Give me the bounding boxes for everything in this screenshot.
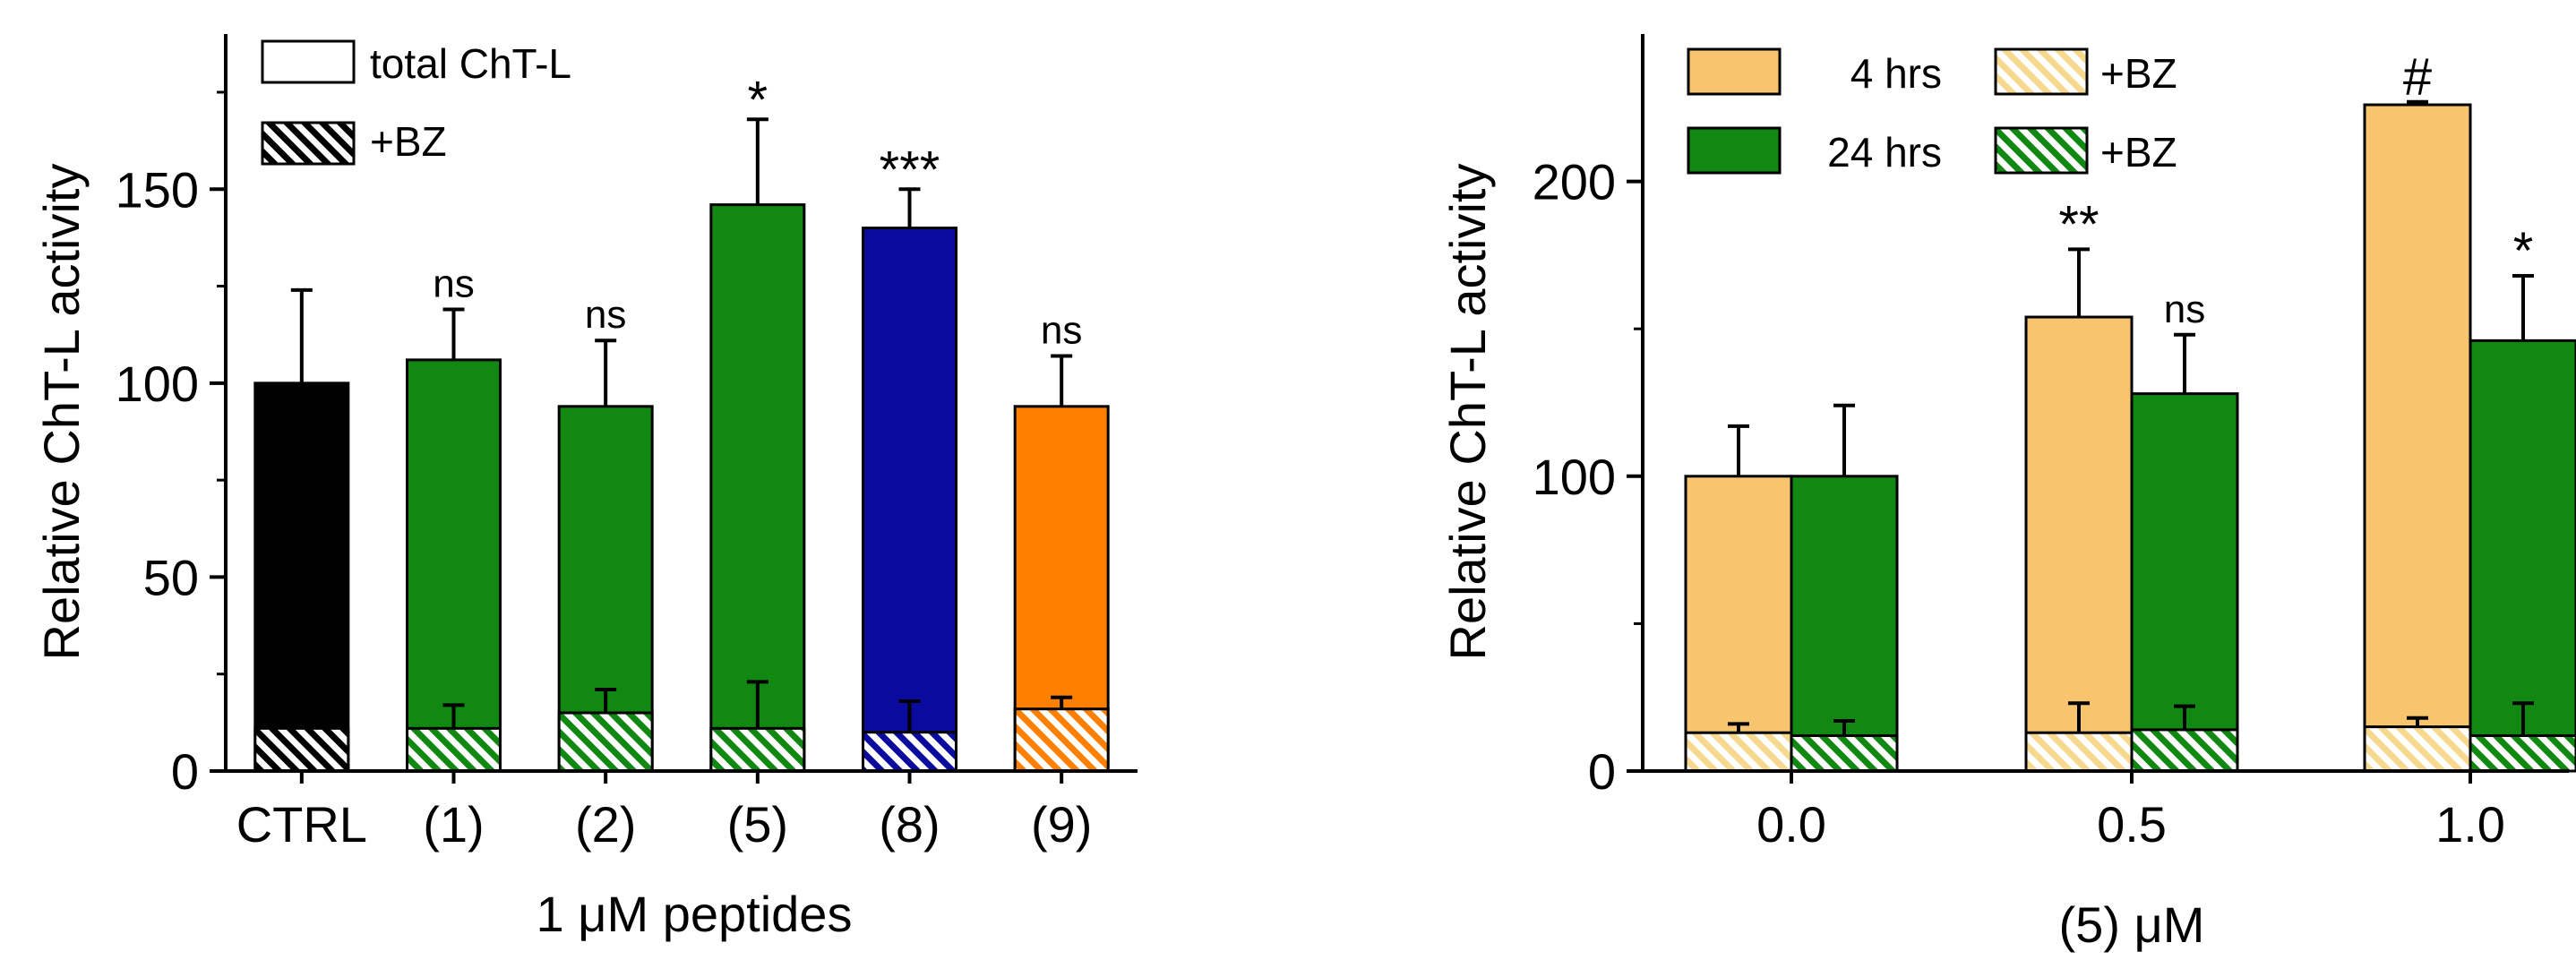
bar-bz	[862, 731, 957, 773]
significance-label: **	[2058, 195, 2099, 253]
legend-label-24hrs: 24 hrs	[1827, 129, 1942, 176]
chart-right-legend: 4 hrs +BZ 24 hrs +BZ	[1687, 47, 2177, 176]
y-tick-label: 100	[1533, 449, 1616, 505]
x-tick-label: (1)	[423, 796, 484, 853]
bar-bz	[2363, 725, 2472, 773]
x-tick-label: CTRL	[236, 796, 367, 853]
chart-left-labels: CTRL (1) ns (2) ns (5) * (8) *** (9) ns 0 50 100 150	[116, 71, 1093, 853]
bar-total	[709, 203, 806, 773]
legend-label-bz-24hrs: +BZ	[2100, 129, 2177, 176]
x-tick-label: 0.0	[1756, 796, 1826, 853]
bar-total	[862, 227, 957, 773]
chart-right-ylabel: Relative ChT-L activity	[1439, 164, 1496, 661]
legend-label-4hrs: 4 hrs	[1850, 50, 1942, 97]
legend-swatch-bz-24hrs	[1994, 126, 2089, 175]
chart-left: CTRL (1) ns (2) ns (5) * (8) *** (9) ns 0 50 100 150 R…	[33, 34, 1138, 942]
y-tick-label: 200	[1533, 154, 1616, 210]
legend-label-bz-4hrs: +BZ	[2100, 50, 2177, 97]
legend-swatch-total	[261, 39, 356, 84]
chart-right-xlabel: (5) μM	[2059, 896, 2205, 953]
bar-total	[2024, 315, 2134, 773]
significance-label: *	[748, 71, 769, 129]
bar-bz	[1790, 733, 1899, 773]
y-tick-label: 50	[143, 549, 199, 605]
chart-right-bars	[1684, 99, 2576, 773]
chart-right-axes	[1627, 34, 2569, 784]
bar-bz	[2469, 733, 2576, 773]
y-tick-label: 0	[171, 743, 199, 800]
chart-left-axes	[210, 34, 1138, 784]
significance-label: ns	[433, 262, 474, 306]
bar-total	[2363, 103, 2472, 773]
y-tick-label: 100	[116, 356, 199, 412]
bar-bz	[253, 726, 350, 773]
chart-left-bars	[253, 117, 1110, 773]
legend-label-bz: +BZ	[370, 118, 447, 165]
chart-left-ylabel: Relative ChT-L activity	[33, 164, 90, 661]
x-tick-label: 1.0	[2435, 796, 2505, 853]
significance-label: ns	[585, 293, 626, 337]
legend-swatch-bz	[261, 121, 356, 166]
chart-left-xlabel: 1 μM peptides	[537, 886, 853, 942]
legend-swatch-4hrs	[1687, 47, 1782, 96]
bar-bz	[709, 726, 806, 773]
x-tick-label: 0.5	[2097, 796, 2167, 853]
chart-right: 0.0 ** ns 0.5 # * 1.0 0 100 200 Relative ChT-L ac…	[1439, 34, 2576, 953]
significance-label: *	[2513, 222, 2534, 280]
legend-swatch-bz-4hrs	[1994, 47, 2089, 96]
chart-right-labels: 0.0 ** ns 0.5 # * 1.0 0 100 200	[1533, 48, 2534, 853]
x-tick-label: (8)	[879, 796, 940, 853]
significance-label: ns	[1041, 309, 1082, 353]
bar-bz	[1013, 707, 1110, 773]
chart-left-legend: total ChT-L +BZ	[261, 39, 571, 166]
legend-swatch-24hrs	[1687, 126, 1782, 175]
y-tick-label: 0	[1588, 743, 1616, 800]
x-tick-label: (2)	[575, 796, 636, 853]
bar-bz	[2024, 731, 2134, 773]
significance-label: ns	[2164, 287, 2205, 331]
bar-bz	[557, 711, 654, 773]
bar-bz	[406, 726, 502, 773]
legend-label-total: total ChT-L	[370, 40, 571, 87]
bar-bz	[2130, 728, 2239, 773]
significance-label: ***	[880, 141, 940, 199]
y-tick-label: 150	[116, 161, 199, 218]
significance-label: #	[2403, 48, 2432, 107]
x-tick-label: (5)	[727, 796, 788, 853]
bar-bz	[1684, 731, 1793, 773]
x-tick-label: (9)	[1031, 796, 1092, 853]
bar-total	[406, 358, 502, 773]
